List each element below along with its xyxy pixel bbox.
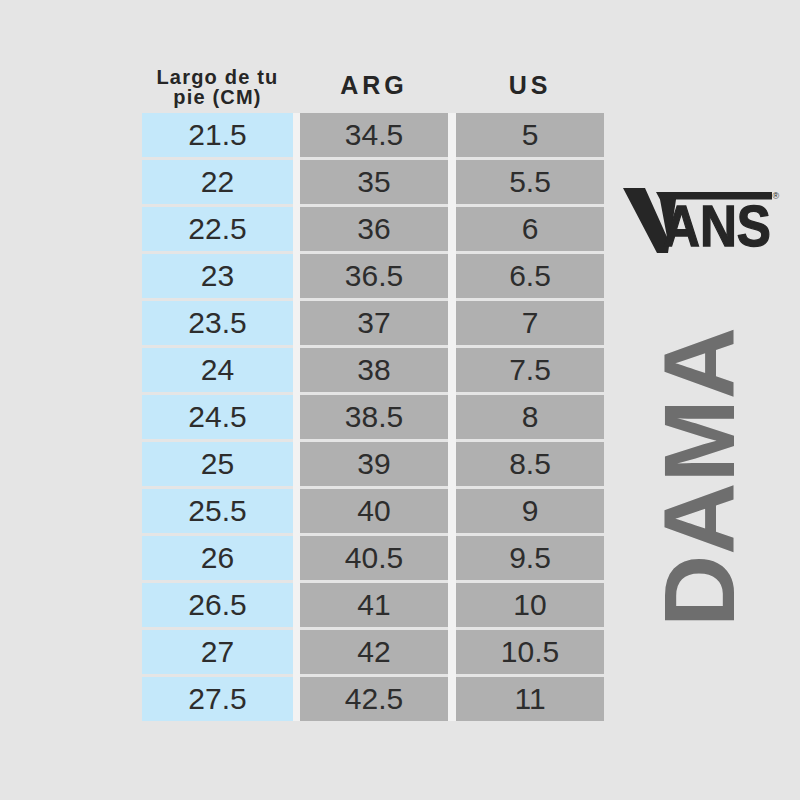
table-cell-us: 10.5	[456, 630, 604, 674]
column-us-sizes: 55.566.577.588.599.51010.511	[456, 113, 604, 721]
column-header-foot-length-line2: pie (CM)	[142, 87, 293, 107]
category-label-dama: DAMA	[642, 327, 757, 627]
column-header-foot-length-line1: Largo de tu	[142, 67, 293, 87]
table-cell-arg: 36	[300, 207, 448, 251]
table-cell-arg: 35	[300, 160, 448, 204]
table-cell-arg: 40	[300, 489, 448, 533]
vans-logo-ans-text: ANS	[663, 193, 771, 255]
table-cell-cm: 25	[142, 442, 293, 486]
table-cell-arg: 42.5	[300, 677, 448, 721]
vans-logo: ANS ®	[620, 185, 780, 255]
table-cell-arg: 42	[300, 630, 448, 674]
table-cell-cm: 23.5	[142, 301, 293, 345]
column-gap	[448, 113, 456, 721]
column-arg-sizes: 34.5353636.5373838.5394040.5414242.5	[300, 113, 448, 721]
table-cell-us: 5.5	[456, 160, 604, 204]
table-cell-arg: 40.5	[300, 536, 448, 580]
registered-trademark-icon: ®	[773, 191, 780, 201]
table-cell-arg: 38	[300, 348, 448, 392]
table-cell-cm: 26	[142, 536, 293, 580]
table-cell-cm: 25.5	[142, 489, 293, 533]
column-header-foot-length: Largo de tu pie (CM)	[142, 67, 293, 107]
table-cell-cm: 26.5	[142, 583, 293, 627]
column-foot-length-cm: 21.52222.52323.52424.52525.52626.52727.5	[142, 113, 293, 721]
table-cell-us: 5	[456, 113, 604, 157]
table-cell-arg: 39	[300, 442, 448, 486]
table-cell-us: 11	[456, 677, 604, 721]
column-header-arg: ARG	[300, 73, 448, 98]
table-cell-arg: 41	[300, 583, 448, 627]
table-cell-arg: 38.5	[300, 395, 448, 439]
table-cell-cm: 27	[142, 630, 293, 674]
column-header-us: US	[456, 73, 604, 98]
table-cell-cm: 22	[142, 160, 293, 204]
table-cell-cm: 27.5	[142, 677, 293, 721]
table-cell-us: 8	[456, 395, 604, 439]
table-cell-us: 6	[456, 207, 604, 251]
table-cell-us: 7	[456, 301, 604, 345]
table-cell-cm: 24.5	[142, 395, 293, 439]
column-gap	[293, 113, 300, 721]
table-cell-us: 7.5	[456, 348, 604, 392]
table-cell-arg: 37	[300, 301, 448, 345]
table-cell-cm: 23	[142, 254, 293, 298]
table-cell-us: 6.5	[456, 254, 604, 298]
table-cell-arg: 36.5	[300, 254, 448, 298]
table-cell-cm: 24	[142, 348, 293, 392]
table-cell-cm: 21.5	[142, 113, 293, 157]
table-cell-us: 9	[456, 489, 604, 533]
table-cell-us: 9.5	[456, 536, 604, 580]
table-cell-us: 10	[456, 583, 604, 627]
table-cell-arg: 34.5	[300, 113, 448, 157]
table-cell-cm: 22.5	[142, 207, 293, 251]
table-cell-us: 8.5	[456, 442, 604, 486]
